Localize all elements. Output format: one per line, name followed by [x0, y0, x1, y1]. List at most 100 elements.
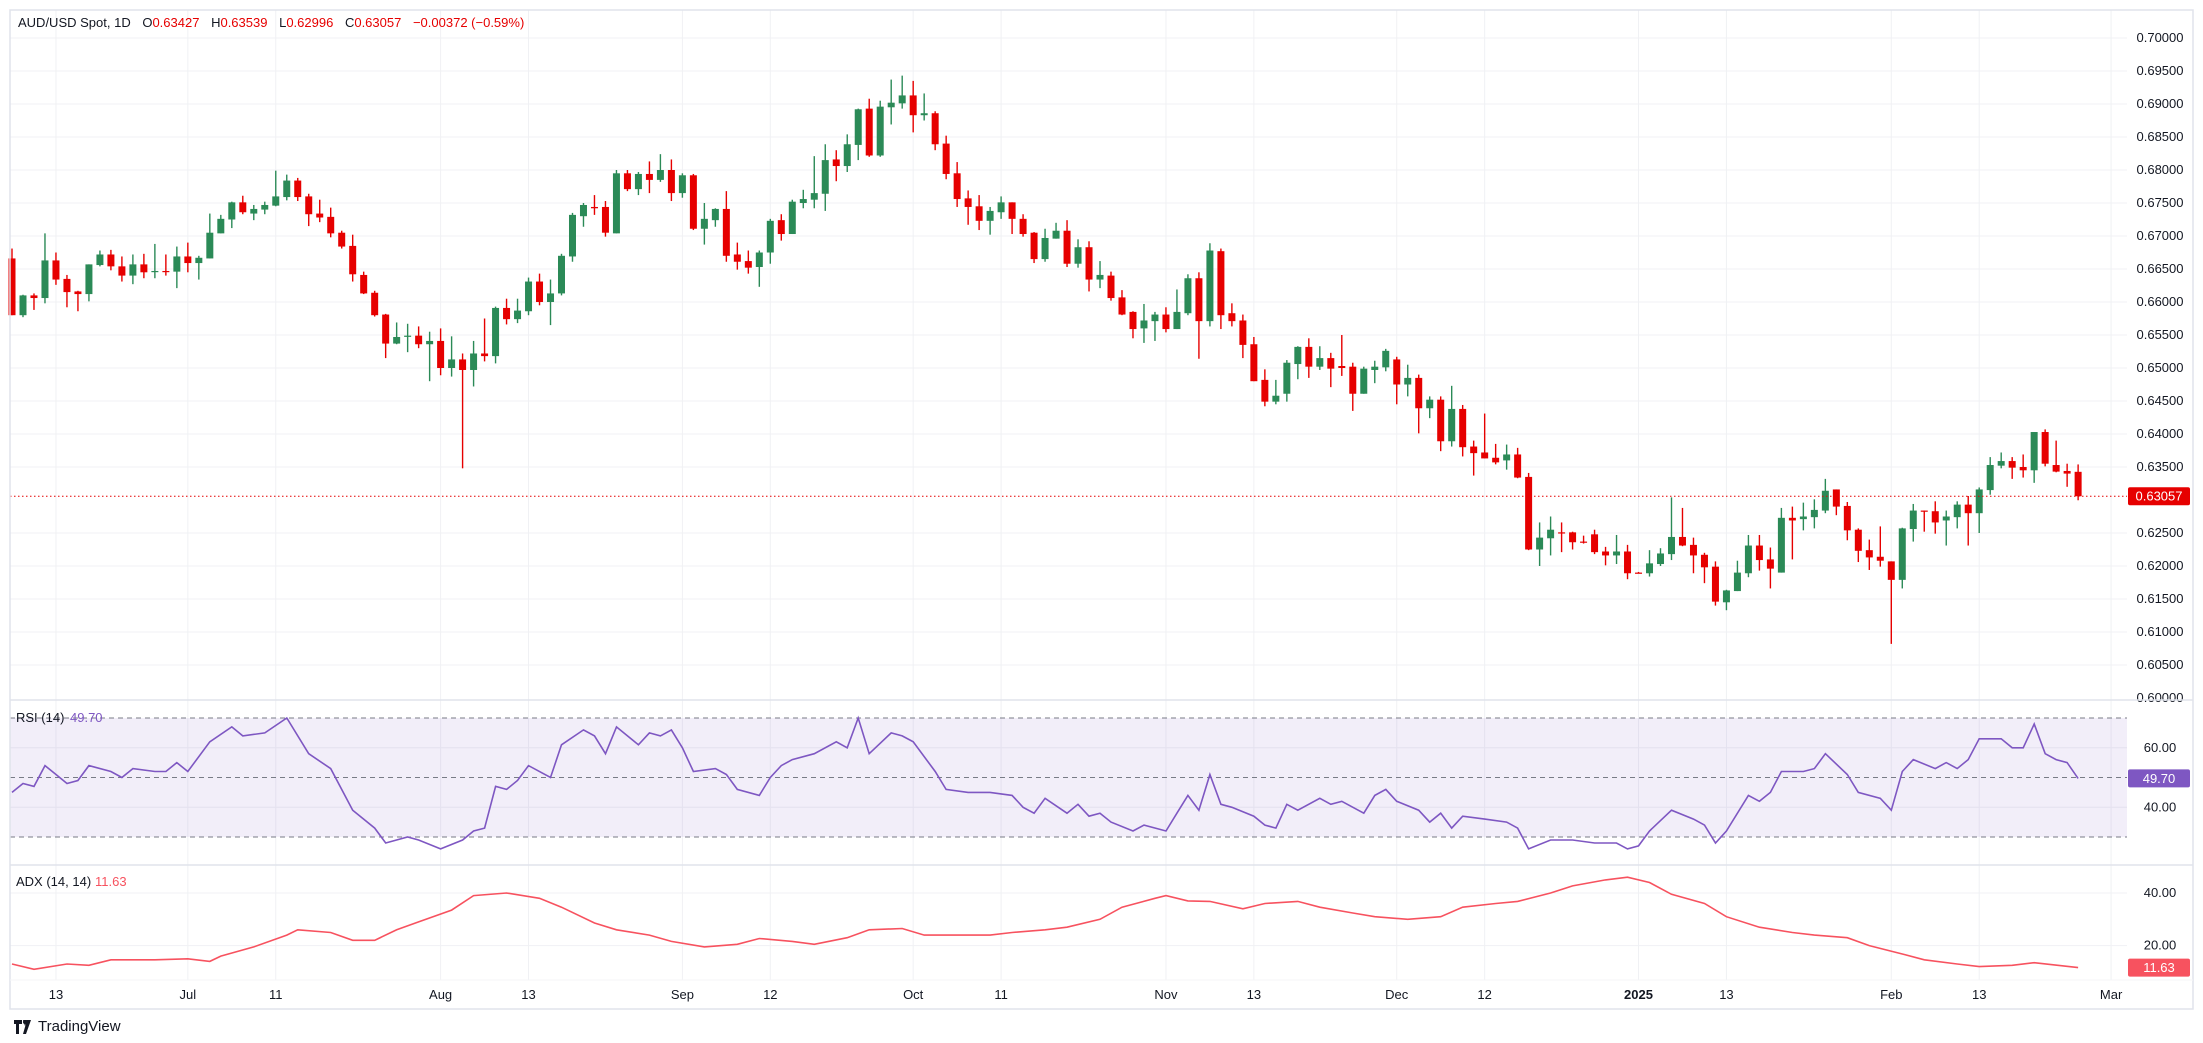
candle-body [1580, 541, 1588, 543]
legend-header: AUD/USD Spot, 1D O0.63427 H0.63539 L0.62… [18, 15, 524, 30]
candle-body [568, 214, 576, 257]
time-axis-label: Mar [2100, 987, 2123, 1002]
close-label: C [344, 15, 355, 30]
candle-body [964, 198, 972, 207]
candle-body [832, 159, 840, 167]
tradingview-logo[interactable]: TradingView [14, 1018, 121, 1035]
candle-body [1426, 399, 1434, 409]
price-axis-label: 0.69500 [2137, 63, 2184, 78]
candle-body [1667, 536, 1675, 555]
candle-body [1953, 504, 1961, 518]
candle-body [1722, 590, 1730, 603]
candle-body [1931, 511, 1939, 523]
candle-body [195, 257, 203, 264]
candle-body [228, 202, 236, 220]
candle-body [261, 204, 269, 210]
candle-body [1624, 551, 1632, 574]
candle-body [766, 220, 774, 253]
price-axis-label: 0.68500 [2137, 129, 2184, 144]
candle-body [1986, 465, 1994, 491]
time-axis-label: Dec [1385, 987, 1409, 1002]
candle-body [843, 144, 851, 167]
candle-body [85, 264, 93, 295]
candle-body [1975, 489, 1983, 514]
time-axis-label: 13 [1972, 987, 1986, 1002]
candle-body [1261, 379, 1269, 402]
candle-body [30, 295, 38, 299]
symbol-title[interactable]: AUD/USD Spot, 1D [18, 15, 131, 30]
rsi-legend-value: 49.70 [70, 710, 103, 725]
candle-body [733, 254, 741, 262]
price-axis-label: 0.60500 [2137, 657, 2184, 672]
candle-body [316, 213, 324, 218]
time-axis-label: Nov [1154, 987, 1178, 1002]
candle-body [953, 173, 961, 200]
candle-body [1876, 556, 1884, 561]
time-axis-label: 13 [49, 987, 63, 1002]
candle-body [338, 232, 346, 247]
price-axis-label: 0.60000 [2137, 690, 2184, 705]
candle-body [382, 314, 390, 344]
candle-body [426, 340, 434, 345]
candle-body [821, 160, 829, 194]
candle-body [1360, 368, 1368, 394]
candle-body [437, 340, 445, 368]
candle-body [1547, 529, 1555, 539]
candle-body [1019, 218, 1027, 235]
candle-body [514, 310, 522, 320]
adx-legend-title: ADX (14, 14) [16, 874, 91, 889]
price-axis-label: 0.62000 [2137, 558, 2184, 573]
candle-body [8, 258, 16, 316]
candle-body [41, 260, 49, 299]
last-price-tag: 0.63057 [2136, 489, 2183, 504]
time-axis-label: Feb [1880, 987, 1902, 1002]
candle-body [250, 208, 258, 214]
low-value: 0.62996 [286, 15, 334, 30]
adx-axis-label: 20.00 [2144, 938, 2177, 953]
candle-body [459, 359, 467, 370]
price-axis-label: 0.61500 [2137, 591, 2184, 606]
candle-body [986, 210, 994, 221]
rsi-band [10, 717, 2127, 838]
candle-body [1843, 505, 1851, 531]
price-axis-label: 0.64500 [2137, 393, 2184, 408]
candle-body [1799, 516, 1807, 520]
candle-body [689, 175, 697, 229]
candle-body [1536, 537, 1544, 550]
indicator-lines [10, 495, 2127, 971]
candle-body [1909, 510, 1917, 530]
chart-border [9, 9, 2194, 1010]
candle-body [788, 201, 796, 235]
candle-body [1459, 408, 1467, 448]
candle-body [272, 196, 280, 206]
candle-body [1964, 504, 1972, 514]
candle-body [722, 208, 730, 256]
candle-body [173, 256, 181, 272]
candle-body [755, 252, 763, 268]
candle-body [1821, 490, 1829, 511]
time-axis-label: 11 [269, 987, 283, 1002]
candle-body [1711, 566, 1719, 602]
candle-body [634, 173, 642, 190]
candle-body [1008, 202, 1016, 219]
candle-body [2008, 461, 2016, 468]
time-axis-label: Aug [429, 987, 452, 1002]
candle-body [942, 143, 950, 174]
candle-body [2074, 471, 2082, 497]
candle-body [1854, 529, 1862, 551]
candle-body [1602, 551, 1610, 556]
open-value: 0.63427 [152, 15, 200, 30]
candle-body [1997, 461, 2005, 466]
time-axis-label: 11 [994, 987, 1008, 1002]
candle-body [481, 353, 489, 357]
candle-body [876, 106, 884, 156]
candle-body [909, 95, 917, 116]
candle-body [360, 274, 368, 294]
candle-body [1558, 532, 1566, 534]
candle-body [1129, 311, 1137, 330]
candle-body [1865, 550, 1873, 558]
candle-body [448, 359, 456, 368]
time-axis-label: 2025 [1624, 987, 1653, 1002]
candle-body [118, 266, 126, 276]
